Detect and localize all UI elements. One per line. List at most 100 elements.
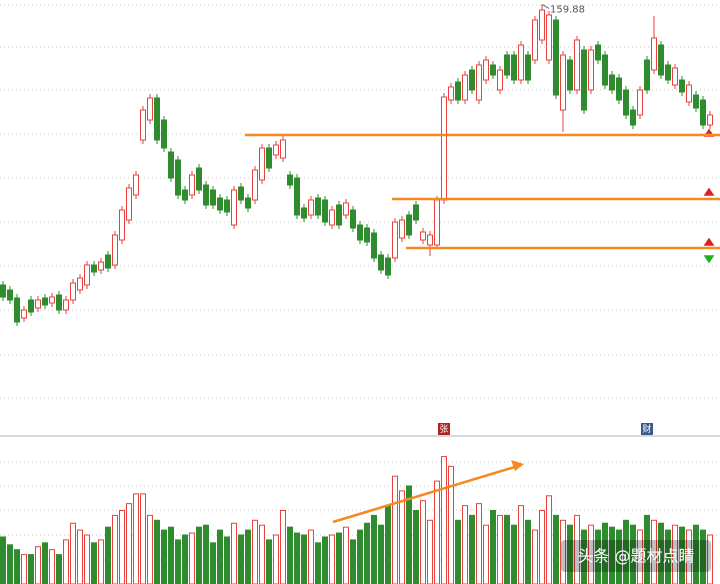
volume-bar (182, 534, 188, 584)
candle-body (287, 174, 293, 186)
candle-body (56, 294, 62, 311)
volume-bar (231, 522, 237, 584)
volume-bar (476, 503, 482, 584)
volume-bar (483, 524, 489, 584)
volume-bar (133, 493, 139, 584)
volume-bar (329, 534, 335, 584)
volume-bar (630, 524, 636, 584)
candle-body (203, 184, 209, 206)
candle-body (483, 59, 489, 81)
volume-bar (511, 524, 517, 584)
candle-body (329, 209, 335, 226)
candle-body (196, 167, 202, 191)
candle-body (441, 96, 447, 201)
candle-body (518, 44, 524, 81)
candle-body (413, 204, 419, 221)
candle-body (245, 197, 251, 209)
volume-bar (224, 536, 230, 584)
candle-body (280, 139, 286, 159)
candle-body (294, 177, 300, 216)
candle-body (301, 207, 307, 219)
candle-body (581, 49, 587, 111)
volume-bar (273, 534, 279, 584)
volume-bar (238, 534, 244, 584)
candle-body (189, 174, 195, 196)
candle-body (147, 97, 153, 121)
candle-body (21, 309, 27, 319)
volume-bar (693, 524, 699, 584)
volume-bar (553, 514, 559, 584)
candle-body (105, 254, 111, 269)
volume-bar (154, 519, 160, 584)
candle-body (707, 114, 713, 126)
volume-bar (378, 524, 384, 584)
candle-body (700, 99, 706, 126)
volume-bar (168, 526, 174, 584)
volume-bar (252, 519, 258, 584)
candle-body (399, 219, 405, 239)
volume-bar (434, 480, 440, 584)
candle-body (343, 202, 349, 216)
candle-body (175, 159, 181, 196)
volume-bar (441, 456, 447, 584)
candle-body (168, 151, 174, 179)
candle-body (63, 299, 69, 311)
candle-body (308, 199, 314, 216)
volume-bar (315, 542, 321, 584)
volume-bar (42, 542, 48, 584)
candle-body (322, 199, 328, 223)
watermark-bg (561, 540, 711, 572)
candle-body (77, 277, 83, 291)
candle-body (511, 54, 517, 81)
candle-body (217, 197, 223, 211)
volume-bar (539, 510, 545, 584)
candle-body (154, 97, 160, 141)
candle-body (651, 37, 657, 71)
volume-bar (63, 539, 69, 584)
volume-bar (70, 522, 76, 584)
candle-body (595, 44, 601, 61)
candle-body (637, 89, 643, 116)
candle-body (35, 299, 41, 309)
candle-body (539, 9, 545, 41)
candle-body (665, 64, 671, 81)
candle-body (532, 19, 538, 61)
volume-bar (504, 514, 510, 584)
candle-body (91, 264, 97, 273)
volume-bar (35, 546, 41, 584)
candle-body (679, 79, 685, 93)
candle-body (14, 297, 20, 323)
candle-body (252, 169, 258, 201)
candle-body (574, 39, 580, 91)
volume-bar (588, 524, 594, 584)
volume-bar (497, 514, 503, 584)
candle-body (378, 254, 384, 271)
plot-layer: 159.88 张 财 (0, 4, 720, 584)
candle-body (658, 44, 664, 76)
volume-bar (91, 542, 97, 584)
volume-bar (385, 505, 391, 584)
volume-bar (525, 519, 531, 584)
candle-body (427, 234, 433, 246)
volume-bar (217, 529, 223, 584)
candle-body (469, 69, 475, 91)
trend-arrow-head (511, 460, 524, 471)
volume-bar (147, 514, 153, 584)
volume-bar (532, 529, 538, 584)
volume-bar (7, 544, 13, 584)
volume-bar (98, 539, 104, 584)
candle-body (546, 14, 552, 61)
candle-body (210, 189, 216, 206)
volume-bar (322, 536, 328, 584)
candle-body (231, 189, 237, 226)
candle-body (434, 199, 440, 246)
candle-body (238, 186, 244, 201)
candle-body (371, 232, 377, 259)
candle-body (525, 54, 531, 81)
event-label: 张 (439, 424, 448, 435)
candle-body (406, 214, 412, 236)
volume-bar (56, 554, 62, 584)
candle-body (385, 257, 391, 276)
candle-body (609, 74, 615, 91)
volume-bar (266, 539, 272, 584)
